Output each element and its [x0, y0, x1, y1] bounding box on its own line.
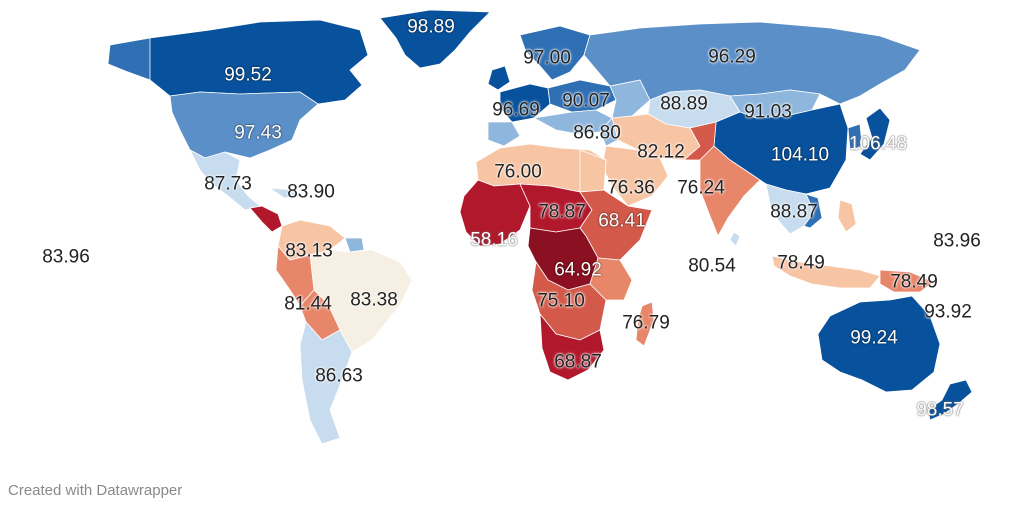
region-uk-ireland[interactable]	[487, 65, 511, 91]
region-iberia[interactable]	[487, 121, 521, 147]
region-west-africa[interactable]	[459, 179, 531, 247]
value-label-southern-central-africa: 75.10	[537, 290, 585, 312]
region-egypt[interactable]	[579, 149, 607, 193]
region-madagascar[interactable]	[635, 301, 655, 347]
value-label-southeast-asia: 88.87	[770, 201, 818, 223]
value-label-brazil: 83.38	[350, 289, 398, 311]
region-turkey[interactable]	[599, 117, 619, 147]
region-caribbean[interactable]	[268, 187, 302, 199]
region-alaska[interactable]	[107, 37, 151, 81]
region-sri-lanka[interactable]	[729, 231, 741, 247]
region-indonesia[interactable]	[771, 255, 881, 289]
region-russia[interactable]	[583, 21, 921, 105]
value-label-new-zealand: 98.57	[916, 399, 964, 421]
region-korea[interactable]	[847, 123, 863, 151]
region-philippines[interactable]	[837, 199, 857, 233]
value-label-russia: 96.29	[708, 46, 756, 68]
value-label-argentina: 86.63	[315, 365, 363, 387]
value-label-papua: 78.49	[890, 271, 938, 293]
region-greenland[interactable]	[379, 9, 491, 69]
value-label-central-africa: 64.92	[554, 259, 602, 281]
region-papua[interactable]	[879, 269, 935, 293]
value-label-scandinavia: 97.00	[523, 47, 571, 69]
value-label-mexico: 87.73	[204, 173, 252, 195]
value-label-usa: 97.43	[234, 122, 282, 144]
region-india[interactable]	[699, 145, 761, 237]
value-label-southern-europe: 86.80	[573, 122, 621, 144]
region-australia[interactable]	[817, 295, 941, 393]
region-argentina[interactable]	[299, 321, 353, 445]
region-vietnam[interactable]	[803, 193, 823, 229]
value-label-bolivia: 81.44	[284, 293, 332, 315]
value-label-caribbean: 83.90	[287, 181, 335, 203]
region-south-africa[interactable]	[539, 312, 605, 381]
value-label-japan: 106.48	[848, 133, 908, 155]
value-label-china: 104.10	[770, 144, 830, 166]
region-central-america[interactable]	[249, 205, 283, 233]
region-canada[interactable]	[117, 19, 369, 105]
region-western-europe[interactable]	[499, 83, 551, 123]
value-label-sahel: 78.87	[538, 201, 586, 223]
region-central-europe[interactable]	[547, 79, 617, 113]
value-label-indian-ocean: 80.54	[688, 255, 736, 277]
value-label-north-africa: 76.00	[494, 161, 542, 183]
region-usa[interactable]	[169, 91, 319, 159]
value-label-indonesia: 78.49	[777, 252, 825, 274]
value-label-east-africa: 68.41	[598, 210, 646, 232]
region-japan[interactable]	[859, 107, 891, 161]
value-label-madagascar: 76.79	[622, 312, 670, 334]
value-label-western-pacific: 83.96	[933, 230, 981, 252]
region-guianas[interactable]	[344, 237, 365, 253]
value-label-central-asia: 88.89	[660, 93, 708, 115]
value-label-australia: 99.24	[850, 327, 898, 349]
value-label-pacific: 83.96	[42, 246, 90, 268]
value-label-mongolia: 91.03	[744, 101, 792, 123]
value-label-pacific-islands: 93.92	[924, 301, 972, 323]
region-scandinavia[interactable]	[519, 25, 591, 81]
value-label-middle-east: 82.12	[637, 141, 685, 163]
value-label-northern-south-america: 83.13	[285, 240, 333, 262]
region-tanzania[interactable]	[589, 257, 633, 301]
value-label-central-europe: 90.07	[562, 90, 610, 112]
value-label-south-africa: 68.87	[554, 351, 602, 373]
value-label-india: 76.24	[677, 177, 725, 199]
value-label-west-africa: 58.16	[470, 229, 518, 251]
region-new-zealand[interactable]	[927, 379, 973, 421]
value-label-western-europe: 96.69	[492, 99, 540, 121]
value-label-greenland: 98.89	[407, 16, 455, 38]
value-label-arabia: 76.36	[607, 177, 655, 199]
value-label-canada: 99.52	[224, 64, 272, 86]
credit-footer[interactable]: Created with Datawrapper	[8, 482, 183, 499]
region-mexico[interactable]	[189, 149, 261, 211]
world-choropleth-map	[107, 9, 973, 445]
